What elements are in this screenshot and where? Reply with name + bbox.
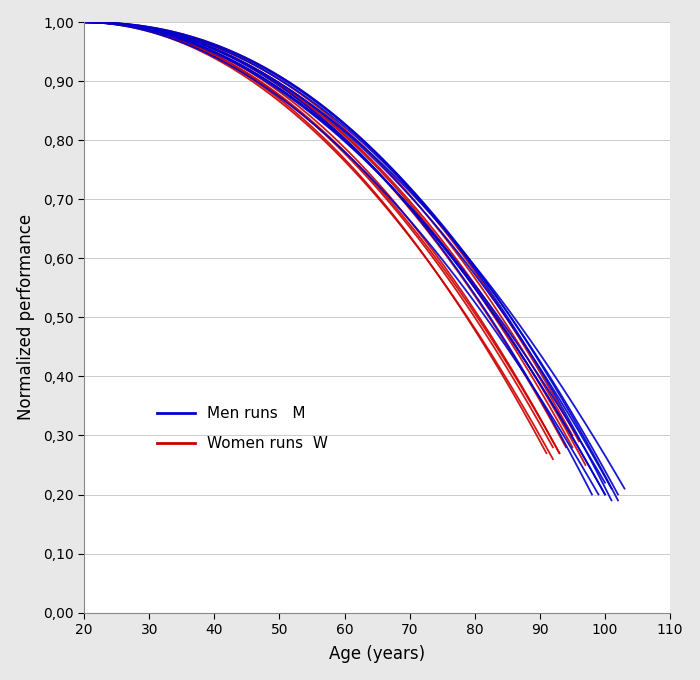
Women runs  W xyxy=(568,443,577,452)
Men runs   M xyxy=(519,354,527,362)
Y-axis label: Normalized performance: Normalized performance xyxy=(17,214,35,420)
Women runs  W xyxy=(491,315,500,323)
Men runs   M xyxy=(390,186,398,194)
Men runs   M xyxy=(601,490,609,498)
Women runs  W xyxy=(82,18,90,27)
Women runs  W xyxy=(370,161,379,169)
Men runs   M xyxy=(389,184,397,192)
Women runs  W xyxy=(522,364,531,372)
Women runs  W xyxy=(80,18,88,27)
X-axis label: Age (years): Age (years) xyxy=(329,645,425,663)
Women runs  W xyxy=(379,170,387,178)
Men runs   M xyxy=(399,195,407,203)
Line: Men runs   M: Men runs M xyxy=(84,22,605,494)
Men runs   M xyxy=(82,18,90,27)
Men runs   M xyxy=(552,406,561,414)
Legend: Men runs   M, Women runs  W: Men runs M, Women runs W xyxy=(150,400,334,458)
Women runs  W xyxy=(369,159,377,167)
Line: Women runs  W: Women runs W xyxy=(84,22,573,447)
Men runs   M xyxy=(80,18,88,27)
